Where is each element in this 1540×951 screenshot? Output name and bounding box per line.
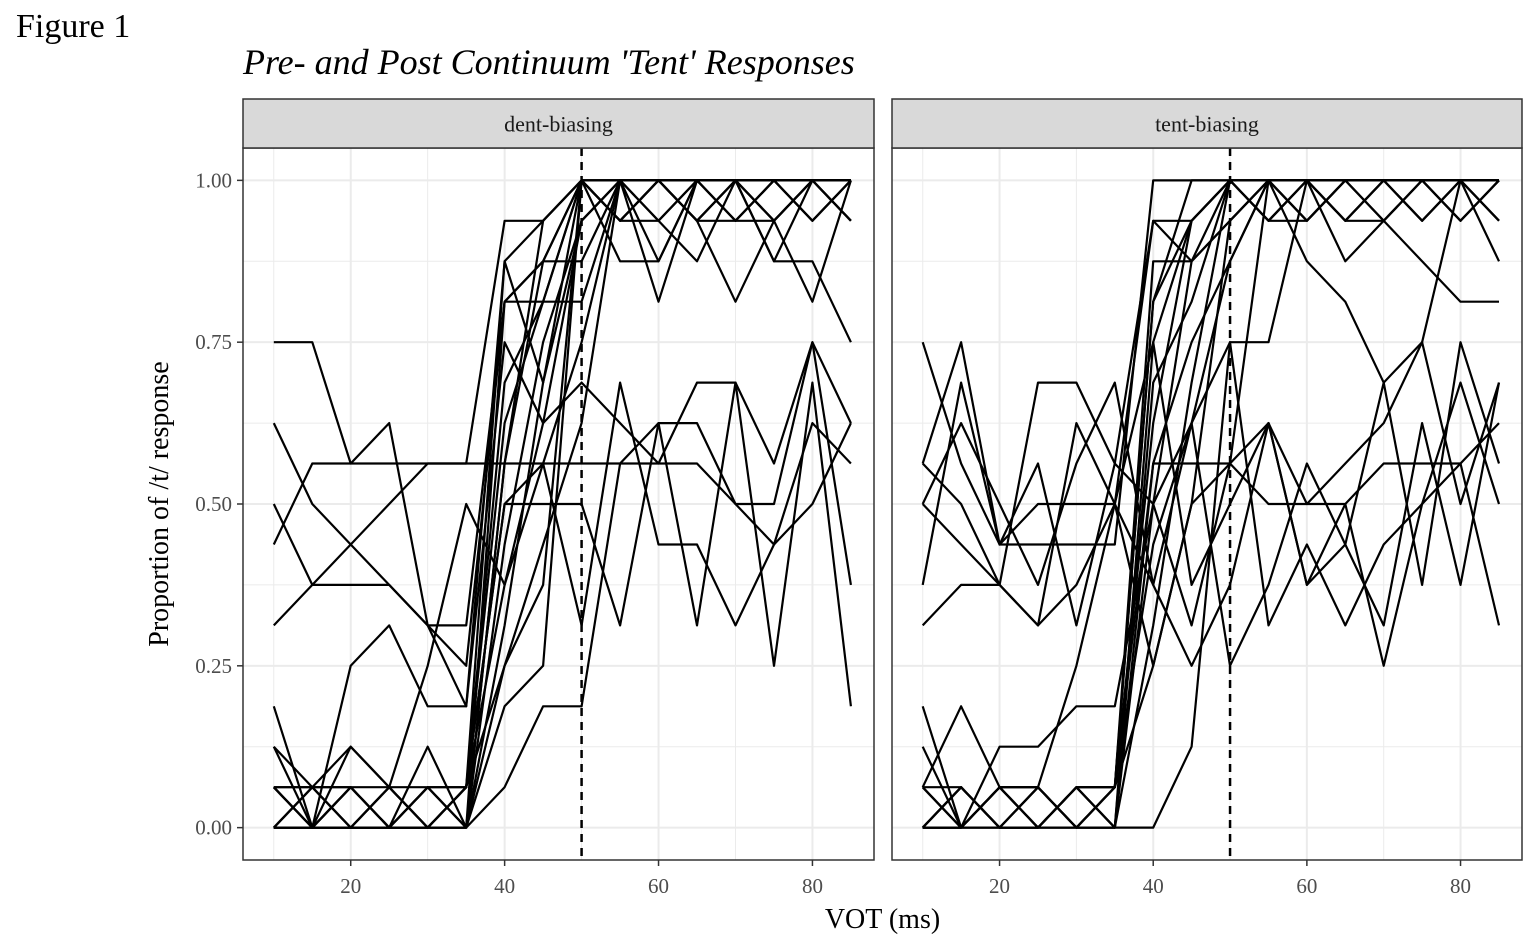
- x-tick-label: 40: [1143, 874, 1164, 898]
- y-tick-label: 0.50: [195, 492, 232, 516]
- series-line: [273, 179, 851, 829]
- y-tick-label: 0.00: [195, 816, 232, 840]
- x-tick-label: 40: [494, 874, 515, 898]
- x-tick-label: 80: [1450, 874, 1471, 898]
- series-line: [921, 462, 1501, 667]
- figure-label: Figure 1: [16, 8, 131, 45]
- facet-strip: [242, 98, 875, 149]
- x-tick-label: 20: [989, 874, 1010, 898]
- chart-title: Pre- and Post Continuum 'Tent' Responses: [243, 42, 855, 82]
- x-axis-title: VOT (ms): [825, 904, 940, 935]
- y-axis-title: Proportion of /t/ response: [144, 361, 175, 646]
- x-tick-label: 60: [1296, 874, 1317, 898]
- x-tick-label: 60: [648, 874, 669, 898]
- facet-strip-label: dent-biasing: [504, 112, 613, 137]
- series-line: [273, 381, 852, 789]
- x-tick-label: 80: [802, 874, 823, 898]
- y-tick-label: 0.25: [195, 654, 232, 678]
- series-line: [922, 179, 1499, 829]
- facet-strip: [891, 98, 1523, 149]
- y-tick-label: 0.75: [195, 330, 232, 354]
- facet-strip-label: tent-biasing: [1155, 112, 1259, 137]
- series-line: [273, 341, 852, 627]
- x-tick-label: 20: [340, 874, 361, 898]
- y-tick-label: 1.00: [195, 168, 232, 192]
